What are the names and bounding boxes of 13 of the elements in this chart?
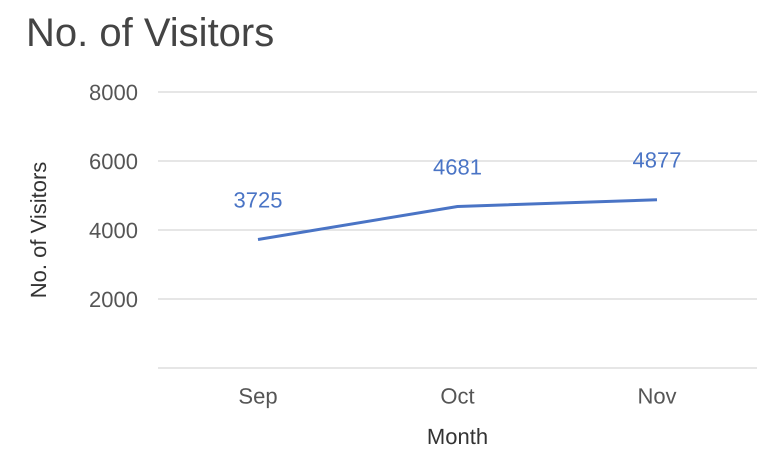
x-tick-label: Nov xyxy=(637,384,677,409)
x-axis-title: Month xyxy=(426,424,488,449)
data-label: 3725 xyxy=(234,187,282,212)
chart-title: No. of Visitors xyxy=(25,10,276,57)
y-tick-label: 8000 xyxy=(89,80,138,105)
x-tick-label: Oct xyxy=(440,384,475,409)
y-tick-label: 4000 xyxy=(89,218,138,243)
x-tick-label: Sep xyxy=(238,384,278,409)
data-label: 4877 xyxy=(632,148,682,173)
y-tick-label: 6000 xyxy=(89,148,138,174)
y-tick-label: 2000 xyxy=(89,286,138,312)
data-label: 4681 xyxy=(433,154,482,180)
y-axis-title: No. of Visitors xyxy=(26,162,51,298)
